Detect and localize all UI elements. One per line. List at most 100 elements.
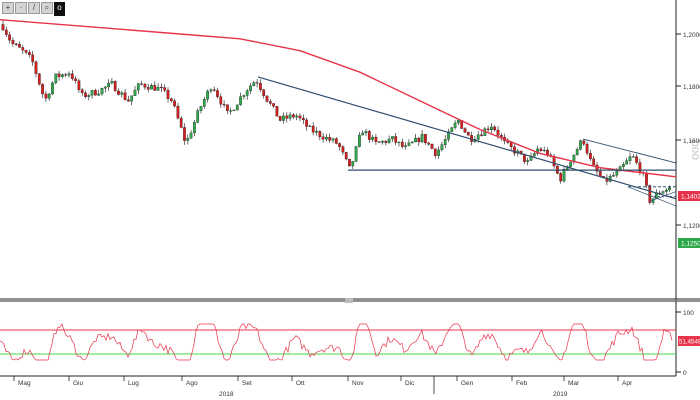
candlestick[interactable] [463,127,467,133]
candlestick[interactable] [612,171,615,177]
candlestick[interactable] [410,141,414,144]
candlestick[interactable] [664,188,668,195]
candlestick[interactable] [74,75,77,84]
candlestick[interactable] [384,140,388,146]
candlestick[interactable] [199,105,203,114]
candlestick[interactable] [288,111,292,121]
candlestick[interactable] [305,117,308,131]
descending-trendline[interactable] [257,76,677,200]
candlestick[interactable] [295,113,299,121]
candlestick[interactable] [374,134,378,145]
candlestick[interactable] [532,151,536,158]
candlestick[interactable] [54,73,58,85]
candlestick[interactable] [661,190,665,194]
candlestick[interactable] [64,72,68,77]
candlestick[interactable] [80,88,84,96]
candlestick[interactable] [433,148,437,159]
candlestick[interactable] [100,87,104,96]
candlestick[interactable] [232,109,236,112]
candlestick[interactable] [136,82,140,95]
candlestick[interactable] [28,49,31,58]
candlestick[interactable] [513,143,516,157]
candlestick[interactable] [110,77,114,85]
candlestick[interactable] [582,139,586,146]
settings-button[interactable]: o [54,2,65,16]
candlestick[interactable] [255,79,259,88]
crosshair-tool-button[interactable]: + [2,2,14,14]
candlestick[interactable] [391,136,394,142]
candlestick[interactable] [130,95,134,106]
candlestick[interactable] [437,146,440,159]
candlestick[interactable] [133,86,137,96]
candlestick[interactable] [344,151,348,161]
candlestick[interactable] [153,81,157,92]
candlestick[interactable] [24,49,28,55]
candlestick[interactable] [249,82,252,95]
candlestick[interactable] [84,90,87,99]
candlestick[interactable] [186,134,190,145]
candlestick[interactable] [341,145,345,156]
candlestick[interactable] [338,142,341,151]
candlestick[interactable] [4,26,8,38]
candlestick[interactable] [209,88,213,94]
candlestick[interactable] [325,134,328,142]
candlestick[interactable] [268,99,272,106]
candlestick[interactable] [117,88,120,96]
candlestick[interactable] [163,84,167,93]
candlestick[interactable] [358,132,361,148]
candlestick[interactable] [34,60,38,78]
candlestick[interactable] [189,130,193,139]
candlestick[interactable] [430,143,434,149]
candlestick[interactable] [206,89,209,103]
candlestick[interactable] [107,79,110,91]
candlestick[interactable] [252,80,256,87]
candlestick[interactable] [486,125,490,134]
candlestick[interactable] [14,42,18,46]
candlestick[interactable] [447,128,450,142]
candlestick[interactable] [113,80,117,92]
candlestick[interactable] [404,142,407,150]
candlestick[interactable] [226,104,229,114]
candlestick[interactable] [143,83,147,90]
candlestick[interactable] [443,135,447,149]
candlestick[interactable] [321,132,325,143]
candlestick[interactable] [334,137,338,145]
candlestick[interactable] [156,83,160,91]
candlestick[interactable] [542,146,546,153]
candlestick[interactable] [536,145,539,156]
candlestick[interactable] [61,73,64,79]
candlestick[interactable] [499,133,503,141]
candlestick[interactable] [278,115,282,122]
candlestick[interactable] [245,88,249,100]
candlestick[interactable] [183,123,186,145]
candlestick[interactable] [77,78,81,93]
candlestick[interactable] [539,146,543,152]
candlestick[interactable] [150,83,153,90]
candlestick[interactable] [41,82,44,98]
candlestick[interactable] [173,98,176,108]
candlestick[interactable] [123,88,127,101]
candlestick[interactable] [595,161,599,176]
candlestick[interactable] [37,73,41,86]
candlestick[interactable] [394,133,398,146]
candlestick[interactable] [120,90,124,98]
candlestick[interactable] [635,154,638,165]
candlestick[interactable] [47,92,51,101]
candlestick[interactable] [641,171,645,177]
candlestick[interactable] [87,93,91,101]
candlestick[interactable] [90,89,94,99]
candlestick[interactable] [397,141,401,147]
candlestick[interactable] [371,134,374,143]
candlestick[interactable] [166,87,170,103]
candlestick[interactable] [127,95,130,102]
candlestick[interactable] [575,147,579,156]
candlestick[interactable] [97,89,101,97]
candlestick[interactable] [480,130,483,137]
candlestick[interactable] [440,141,444,152]
zoom-tool-button[interactable]: ⌕ [41,2,53,14]
candlestick[interactable] [354,145,358,163]
candlestick[interactable] [282,112,285,124]
candlestick[interactable] [265,95,269,103]
candlestick[interactable] [625,157,629,165]
candlestick[interactable] [8,31,11,44]
